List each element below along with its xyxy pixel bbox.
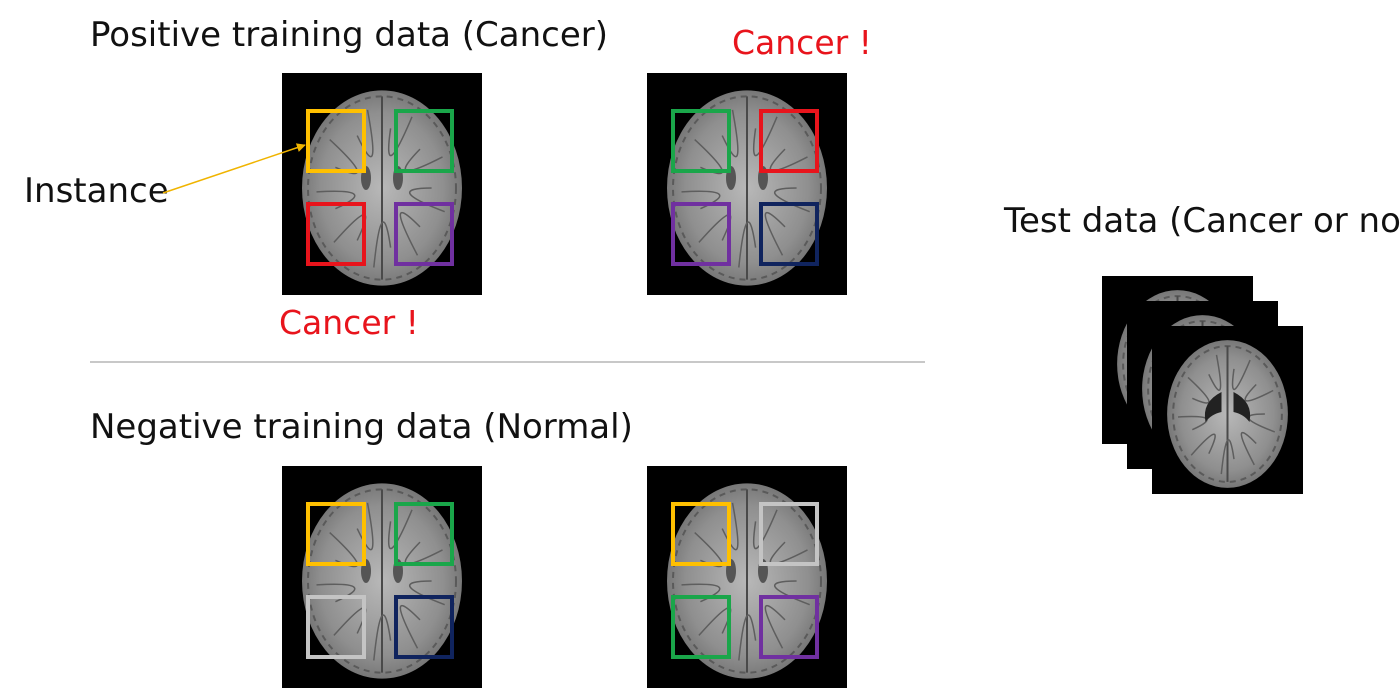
- instance-box-tl: [671, 109, 731, 173]
- section-divider: [90, 361, 925, 363]
- negative-panel-1: [282, 466, 482, 688]
- instance-box-tr: [394, 109, 454, 173]
- instance-label: Instance: [24, 171, 169, 211]
- instance-box-tl: [306, 502, 366, 566]
- instance-box-tl: [671, 502, 731, 566]
- positive-title: Positive training data (Cancer): [90, 15, 609, 55]
- brain-mri-slice-icon: [1167, 340, 1288, 488]
- instance-box-bl: [306, 202, 366, 266]
- negative-title: Negative training data (Normal): [90, 407, 633, 447]
- instance-box-tr: [394, 502, 454, 566]
- instance-box-br: [394, 595, 454, 659]
- instance-box-br: [759, 595, 819, 659]
- instance-box-tr: [759, 502, 819, 566]
- instance-box-tr: [759, 109, 819, 173]
- test-slice-front: [1152, 326, 1303, 494]
- instance-box-tl: [306, 109, 366, 173]
- instance-box-bl: [671, 202, 731, 266]
- cancer-label-second: Cancer !: [732, 23, 872, 62]
- cancer-label-first: Cancer !: [279, 303, 419, 342]
- positive-panel-2: [647, 73, 847, 295]
- negative-panel-2: [647, 466, 847, 688]
- brain-mri-slice-icon: [667, 483, 827, 679]
- instance-box-br: [394, 202, 454, 266]
- test-title: Test data (Cancer or not?): [1004, 201, 1400, 241]
- instance-box-br: [759, 202, 819, 266]
- instance-box-bl: [671, 595, 731, 659]
- brain-mri-slice-icon: [302, 483, 462, 679]
- instance-box-bl: [306, 595, 366, 659]
- positive-panel-1: [282, 73, 482, 295]
